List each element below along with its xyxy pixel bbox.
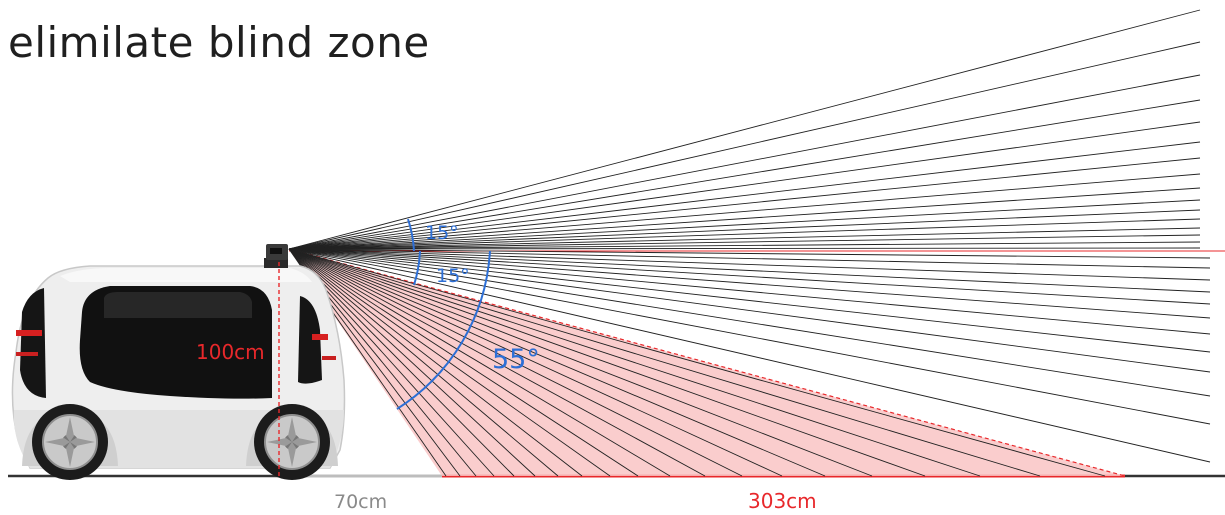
laser-beam [288, 248, 671, 477]
laser-beam [288, 248, 559, 477]
laser-beam [288, 248, 1211, 259]
angle-label-upper: 15° [425, 222, 459, 244]
laser-beam [288, 248, 583, 477]
coverage-distance-label: 303cm [748, 489, 817, 513]
autonomous-vehicle [11, 265, 346, 480]
laser-beam [288, 41, 1201, 250]
laser-beam [288, 241, 1201, 250]
laser-beam [288, 9, 1201, 250]
blind-distance-label: 70cm [334, 491, 387, 513]
angle-label-total: 55° [492, 344, 540, 375]
laser-beam [288, 248, 1211, 281]
laser-beam [288, 227, 1201, 250]
laser-beam [288, 248, 1211, 319]
laser-beam [288, 248, 1211, 425]
laser-beam [288, 248, 1211, 335]
laser-beams [288, 9, 1211, 477]
angle-label-lower: 15° [436, 265, 470, 287]
laser-beam [288, 248, 706, 477]
laser-beam [288, 248, 1211, 293]
diagram-title: elimilate blind zone [8, 18, 430, 67]
laser-beam [288, 248, 1106, 477]
zone-upper-edge [288, 248, 1126, 477]
angle-arc-upper [407, 218, 415, 252]
laser-beam [288, 248, 1211, 397]
laser-beam [288, 157, 1201, 250]
laser-beam [288, 248, 639, 477]
lidar-sensor [264, 244, 288, 268]
angle-arc-total [396, 250, 491, 410]
laser-beam [288, 248, 981, 477]
laser-beam [288, 248, 1211, 463]
laser-beam [288, 99, 1201, 250]
front-wheel [32, 404, 108, 480]
laser-beam [288, 141, 1201, 250]
laser-beam [288, 248, 1211, 353]
laser-beam [288, 248, 873, 477]
laser-beam [288, 121, 1201, 250]
laser-beam [288, 247, 1201, 250]
laser-beam [288, 173, 1201, 250]
laser-beam [288, 248, 1211, 269]
coverage-zone [289, 249, 1125, 476]
laser-beam [288, 248, 1041, 477]
laser-beam [288, 218, 1201, 250]
laser-beam [288, 234, 1201, 250]
laser-beam [288, 248, 926, 477]
laser-beam [288, 248, 611, 477]
height-label: 100cm [196, 340, 265, 364]
laser-beam [288, 248, 515, 477]
laser-beam [288, 248, 783, 477]
laser-beam [288, 248, 1211, 305]
laser-beam [288, 248, 1211, 373]
laser-beam [288, 248, 826, 477]
laser-beam [288, 199, 1201, 250]
laser-beam [288, 209, 1201, 250]
rear-wheel [254, 404, 330, 480]
laser-beam [288, 74, 1201, 250]
angle-arc-lower [413, 250, 421, 286]
laser-beam [288, 248, 743, 477]
laser-beam [288, 187, 1201, 250]
laser-beam [288, 248, 536, 477]
